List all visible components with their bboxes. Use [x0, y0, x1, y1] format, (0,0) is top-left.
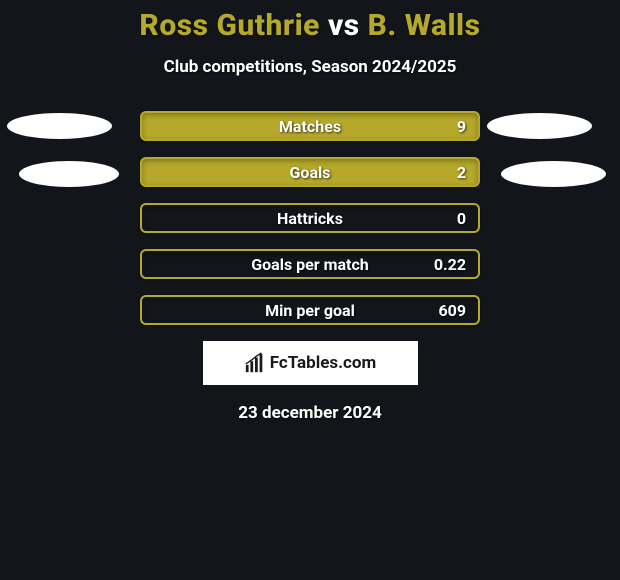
stat-bar: Goals 2 — [140, 157, 480, 187]
stat-label: Goals — [290, 163, 331, 182]
stat-value: 0 — [457, 209, 466, 228]
brand-box: FcTables.com — [203, 341, 418, 385]
brand-chart-icon — [244, 352, 266, 374]
stat-value: 9 — [457, 117, 466, 136]
stat-value: 0.22 — [434, 255, 466, 274]
stat-label: Matches — [279, 117, 341, 136]
stat-bar: Hattricks 0 — [140, 203, 480, 233]
decoration-ellipse — [7, 113, 112, 139]
decoration-ellipse — [487, 113, 592, 139]
stat-bar: Matches 9 — [140, 111, 480, 141]
stat-bar: Goals per match 0.22 — [140, 249, 480, 279]
player1-name: Ross Guthrie — [139, 8, 320, 43]
stat-label: Hattricks — [277, 209, 343, 228]
stat-value: 2 — [457, 163, 466, 182]
vs-text: vs — [320, 8, 368, 43]
decoration-ellipse — [501, 161, 606, 187]
stat-value: 609 — [438, 301, 466, 320]
player2-name: B. Walls — [368, 8, 481, 43]
stat-bar-list: Matches 9 Goals 2 Hattricks 0 Goals per match 0… — [140, 111, 480, 325]
comparison-card: Ross Guthrie vs B. Walls Club competitio… — [0, 0, 620, 423]
brand-text: FcTables.com — [270, 353, 376, 373]
stats-area: Matches 9 Goals 2 Hattricks 0 Goals per match 0… — [0, 111, 620, 325]
decoration-ellipse — [19, 161, 119, 187]
stat-label: Min per goal — [265, 301, 355, 320]
stat-bar: Min per goal 609 — [140, 295, 480, 325]
page-title: Ross Guthrie vs B. Walls — [0, 0, 620, 43]
stat-label: Goals per match — [251, 255, 369, 274]
date-line: 23 december 2024 — [0, 403, 620, 423]
subtitle: Club competitions, Season 2024/2025 — [0, 57, 620, 77]
